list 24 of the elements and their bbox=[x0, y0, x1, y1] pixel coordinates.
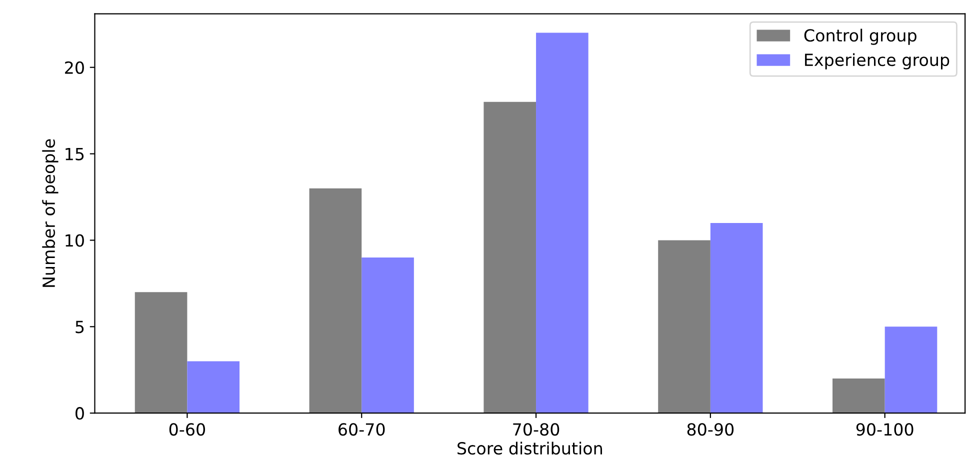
x-tick-label: 70-80 bbox=[513, 423, 560, 436]
y-axis-title: Number of people bbox=[42, 139, 58, 287]
y-tick-label: 10 bbox=[66, 234, 84, 247]
legend-label: Experience group bbox=[805, 53, 950, 70]
bar bbox=[187, 361, 240, 414]
y-tick-label: 20 bbox=[65, 61, 84, 74]
bar bbox=[832, 378, 885, 414]
legend-label: Control group bbox=[804, 28, 916, 45]
bar bbox=[884, 326, 938, 414]
y-tick-label: 0 bbox=[76, 407, 84, 420]
x-tick-label: 60-70 bbox=[338, 423, 385, 436]
bar bbox=[362, 258, 414, 414]
y-tick-label: 5 bbox=[76, 320, 84, 334]
y-tick-label: 15 bbox=[66, 148, 84, 160]
x-tick-label: 0-60 bbox=[169, 423, 206, 436]
bar bbox=[658, 240, 710, 414]
x-tick-label: 80-90 bbox=[687, 423, 734, 436]
bar bbox=[134, 292, 188, 414]
x-tick-label: 90-100 bbox=[856, 423, 914, 436]
bar bbox=[710, 222, 763, 414]
x-axis-title: Score distribution bbox=[458, 442, 602, 455]
bar bbox=[536, 32, 588, 414]
bar bbox=[309, 188, 362, 414]
bar bbox=[484, 102, 536, 414]
